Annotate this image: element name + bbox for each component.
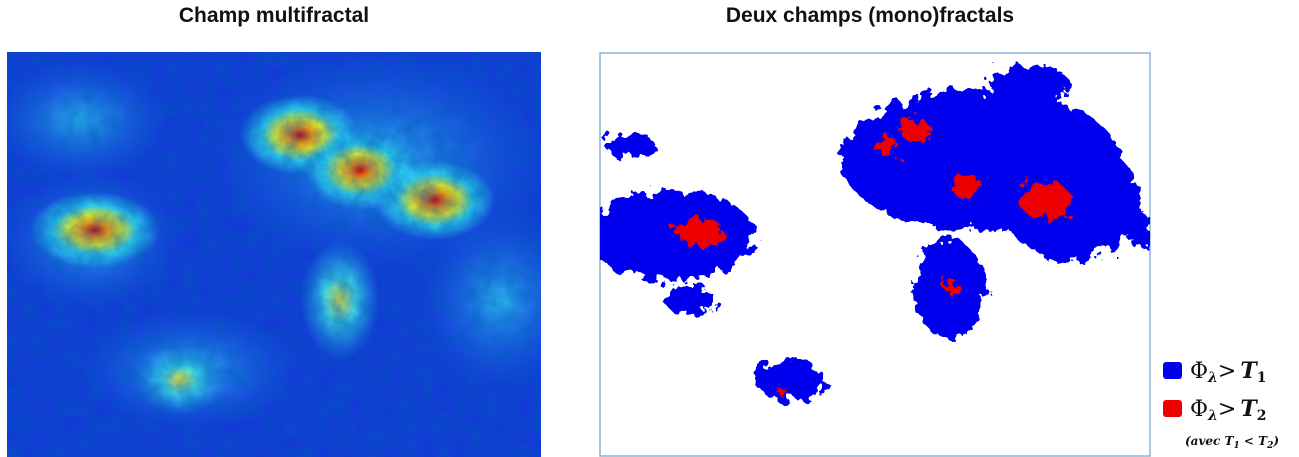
- legend-symbol-sub: λ: [1207, 370, 1218, 386]
- legend-threshold-sub: 2: [1257, 408, 1267, 424]
- region-t1: [665, 285, 715, 315]
- region-t2: [778, 388, 788, 396]
- legend-note: (avec T1 < T2): [1185, 434, 1279, 451]
- note-t2-sub: 2: [1266, 441, 1273, 451]
- left-title: Champ multifractal: [179, 4, 369, 27]
- legend-swatch-t2: [1163, 400, 1182, 417]
- threshold-fields: [600, 65, 1150, 400]
- field-texture: [7, 52, 541, 457]
- note-close: ): [1272, 434, 1279, 448]
- right-title: Deux champs (mono)fractals: [726, 4, 1014, 27]
- region-t2: [942, 279, 958, 291]
- legend-label-t2: Φλ> T2: [1190, 396, 1266, 424]
- legend-swatch-t1: [1163, 362, 1182, 379]
- legend-threshold-sub: 1: [1257, 370, 1267, 386]
- note-t1-sub: 1: [1233, 441, 1239, 451]
- region-t2: [873, 135, 897, 155]
- region-t2: [1019, 182, 1071, 218]
- region-t1: [1128, 210, 1150, 250]
- region-t2: [900, 118, 930, 142]
- legend-relation: >: [1218, 359, 1236, 384]
- legend-threshold: T: [1240, 396, 1258, 422]
- legend-symbol: Φ: [1190, 397, 1208, 422]
- legend-symbol: Φ: [1190, 359, 1208, 384]
- note-open: (avec: [1185, 434, 1225, 448]
- region-t1: [990, 65, 1070, 105]
- region-t1: [600, 190, 755, 280]
- legend-threshold: T: [1240, 358, 1258, 384]
- note-t1: T: [1225, 434, 1235, 448]
- legend-relation: >: [1218, 397, 1236, 422]
- region-t2: [676, 218, 724, 246]
- field-t2: [676, 118, 1071, 396]
- region-t2: [950, 173, 980, 197]
- multifractal-field: [7, 52, 541, 457]
- note-t2: T: [1258, 434, 1268, 448]
- legend-symbol-sub: λ: [1207, 408, 1218, 424]
- note-relation: <: [1240, 434, 1258, 448]
- region-t1: [755, 360, 825, 400]
- legend-label-t1: Φλ> T1: [1190, 358, 1266, 386]
- region-t1: [605, 133, 655, 157]
